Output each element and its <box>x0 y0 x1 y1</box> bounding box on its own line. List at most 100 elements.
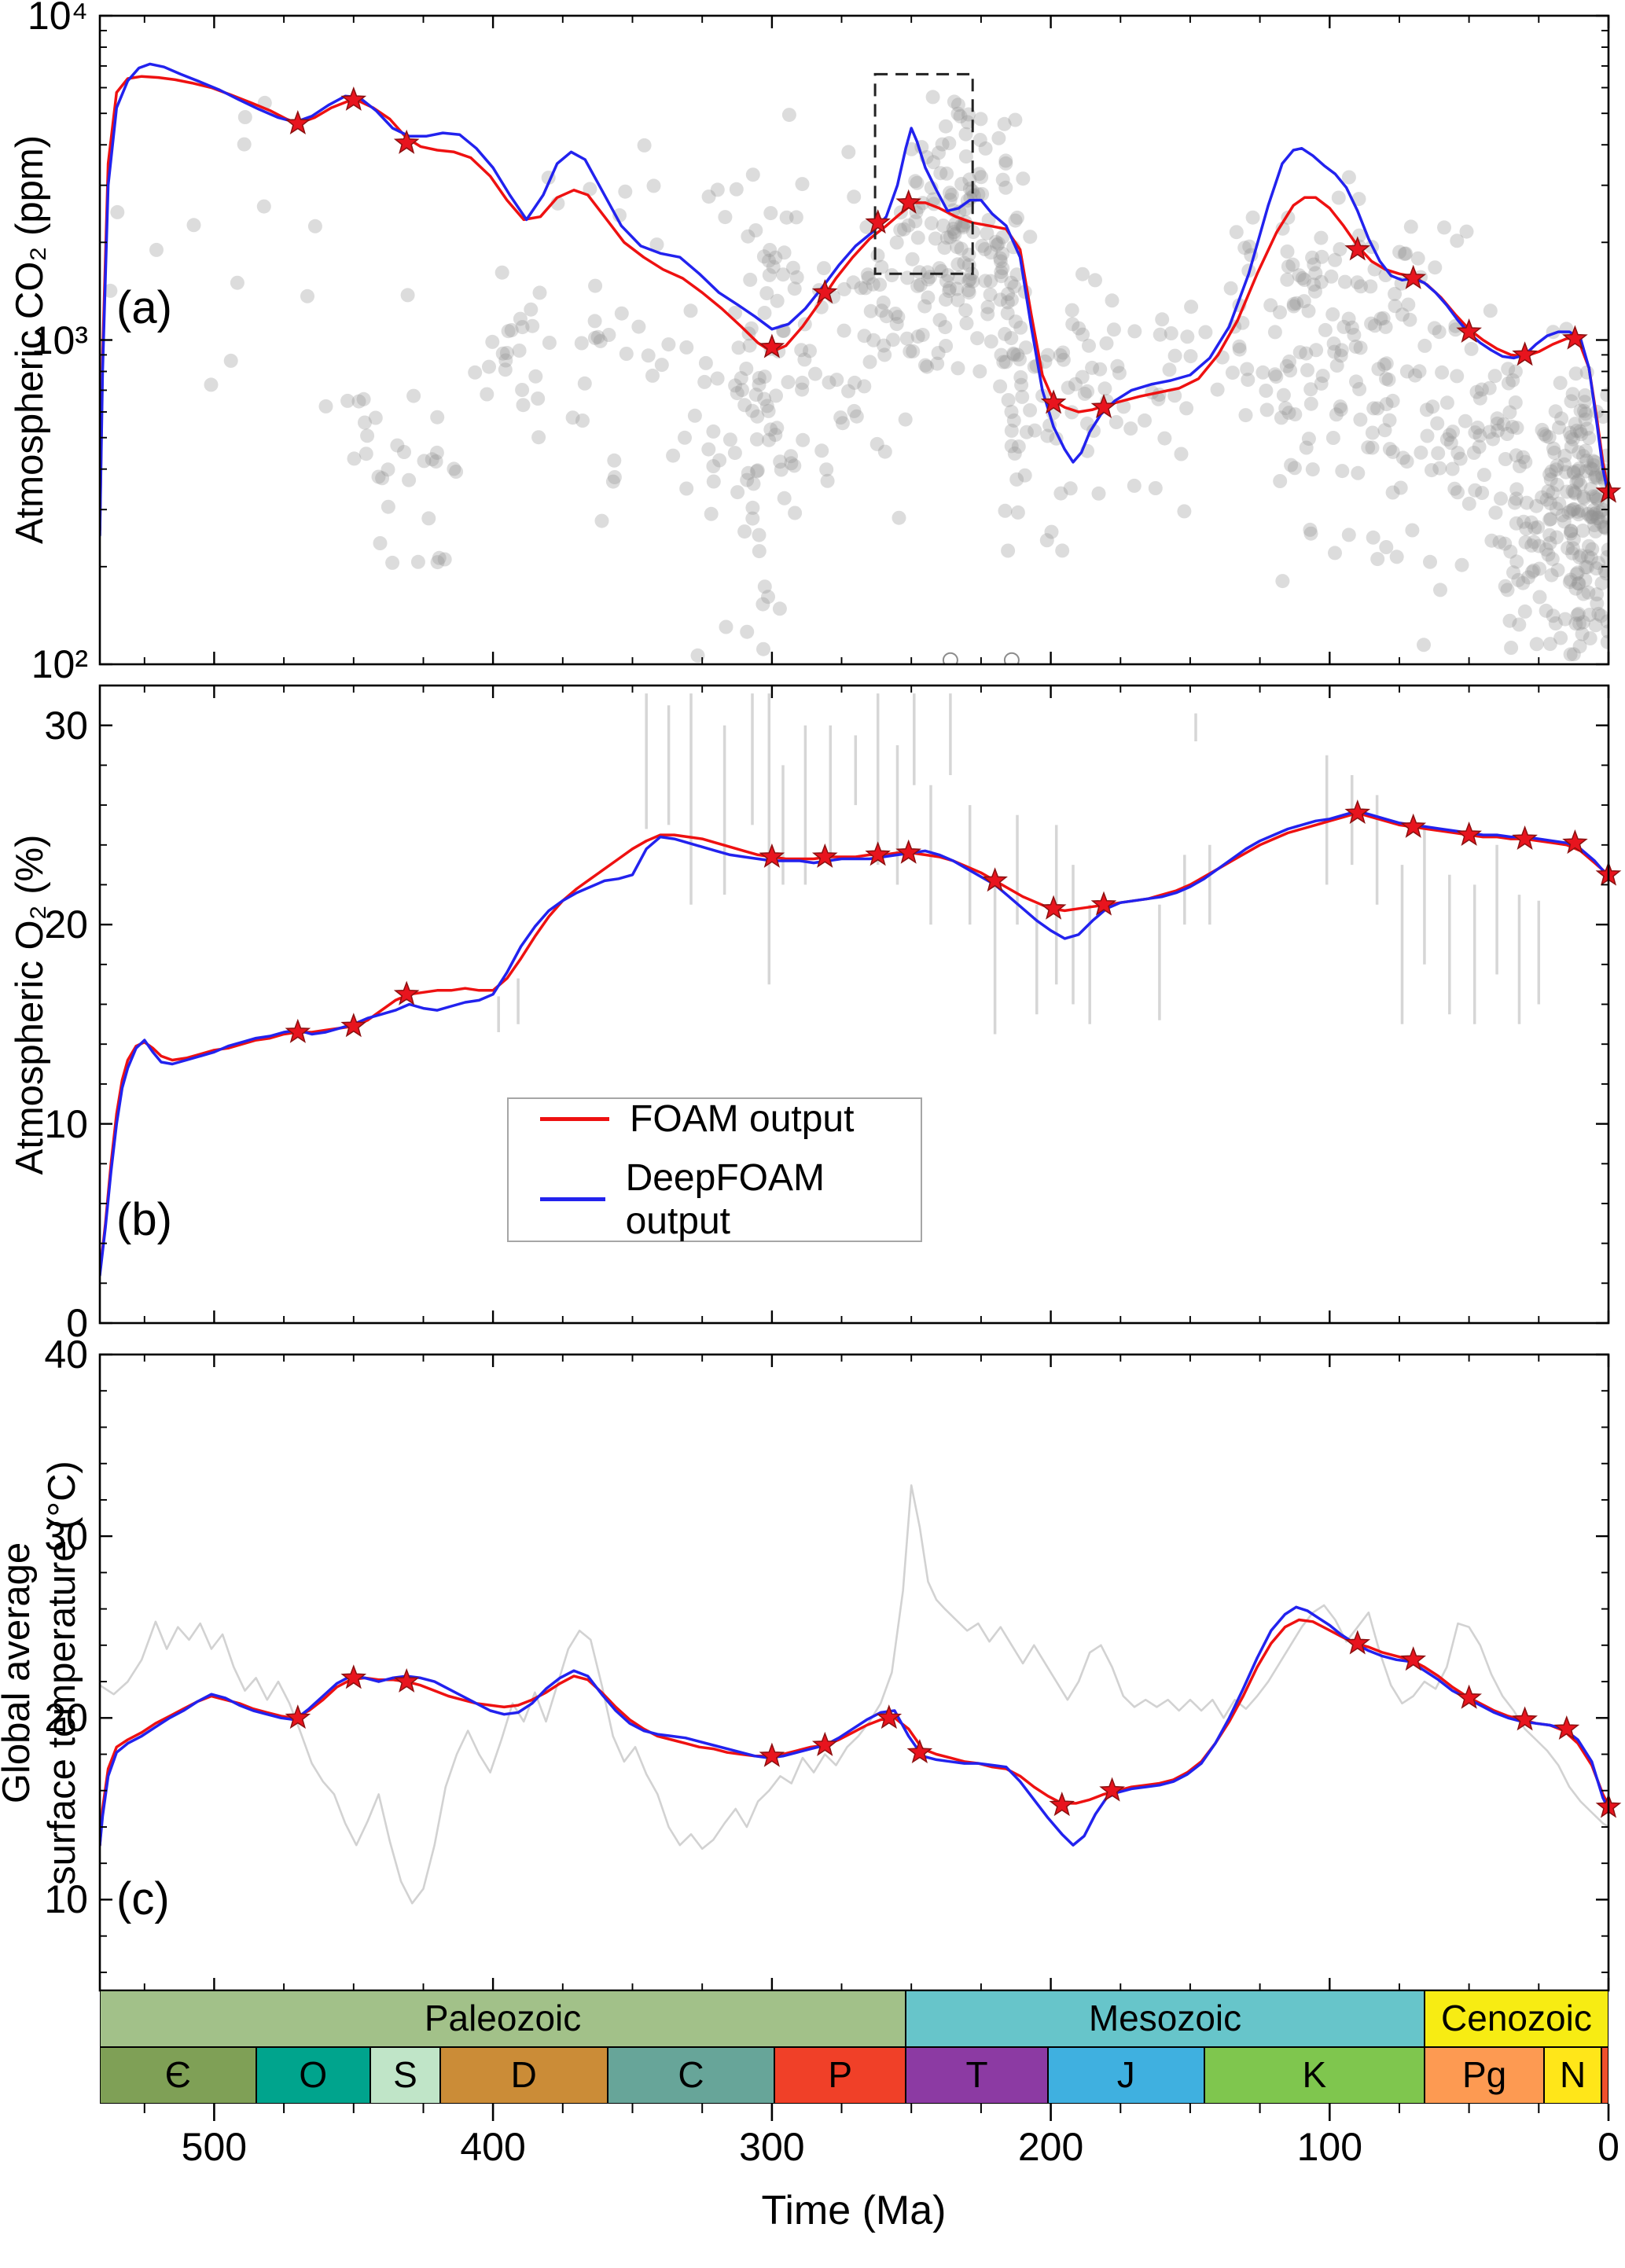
proxy-co2-point <box>718 210 733 225</box>
proxy-co2-point <box>921 290 936 305</box>
proxy-co2-point <box>1285 257 1300 272</box>
proxy-co2-point <box>912 265 927 280</box>
proxy-co2-point <box>761 403 776 418</box>
proxy-co2-point <box>1576 586 1591 601</box>
period-neogene: N <box>1544 2047 1601 2104</box>
proxy-co2-point <box>779 210 794 225</box>
proxy-co2-point <box>1472 391 1487 406</box>
proxy-co2-point <box>960 115 975 130</box>
foam-output-line-c <box>100 1618 1608 1847</box>
proxy-co2-point <box>1286 296 1301 311</box>
proxy-co2-point <box>1594 608 1608 623</box>
proxy-co2-point <box>351 394 366 409</box>
proxy-co2-point <box>752 370 767 385</box>
proxy-co2-point <box>1427 321 1442 336</box>
proxy-co2-point <box>1587 518 1602 532</box>
proxy-co2-point <box>710 182 725 197</box>
star-marker-a <box>895 189 921 214</box>
proxy-co2-point <box>1232 339 1247 354</box>
proxy-co2-point <box>759 286 774 300</box>
proxy-co2-point <box>1541 484 1556 498</box>
star-marker-b <box>393 980 420 1005</box>
proxy-co2-point <box>1590 587 1605 602</box>
proxy-co2-point <box>745 403 760 418</box>
proxy-co2-point <box>1564 524 1579 539</box>
proxy-co2-point <box>1486 432 1500 447</box>
proxy-co2-point <box>956 220 971 235</box>
proxy-co2-point <box>1570 608 1585 623</box>
proxy-co2-point <box>1544 464 1559 479</box>
proxy-temperature-line <box>100 1484 1608 1905</box>
proxy-co2-point <box>950 240 965 255</box>
proxy-co2-point <box>737 398 752 413</box>
proxy-co2-point <box>1508 395 1523 410</box>
proxy-co2-point <box>730 485 745 500</box>
proxy-co2-point <box>1299 346 1314 361</box>
proxy-co2-point <box>1509 482 1524 497</box>
proxy-co2-point <box>531 391 546 406</box>
proxy-co2-point <box>975 186 990 201</box>
proxy-co2-point <box>1425 463 1439 478</box>
proxy-co2-point <box>1587 470 1602 485</box>
proxy-co2-point <box>943 186 957 200</box>
proxy-co2-point <box>908 174 923 189</box>
proxy-co2-point <box>1314 376 1329 391</box>
proxy-co2-point <box>1526 563 1541 578</box>
proxy-co2-point <box>1403 219 1418 234</box>
proxy-co2-point <box>1279 358 1294 373</box>
proxy-co2-point <box>817 261 831 276</box>
proxy-co2-point <box>1267 325 1282 340</box>
proxy-co2-point <box>1077 386 1092 401</box>
proxy-co2-point <box>1004 404 1019 419</box>
proxy-co2-point <box>375 471 390 486</box>
proxy-co2-point <box>759 399 774 414</box>
proxy-co2-point <box>1412 364 1427 379</box>
proxy-co2-point <box>340 393 355 408</box>
proxy-co2-point <box>836 323 851 338</box>
proxy-co2-point <box>993 251 1008 266</box>
proxy-co2-point <box>710 371 725 386</box>
proxy-co2-point <box>1568 366 1583 381</box>
proxy-co2-point <box>1014 377 1029 392</box>
proxy-co2-point <box>921 272 936 287</box>
proxy-co2-point <box>574 336 589 351</box>
period-cambrian: Є <box>100 2047 256 2104</box>
proxy-co2-point <box>1299 440 1314 455</box>
proxy-co2-point <box>110 204 125 219</box>
proxy-co2-point <box>1296 294 1311 309</box>
proxy-co2-point <box>1167 348 1182 363</box>
proxy-co2-point <box>1567 485 1582 500</box>
proxy-co2-point <box>1505 419 1520 434</box>
proxy-co2-point <box>1542 527 1557 542</box>
legend: FOAM output DeepFOAM output <box>507 1097 922 1242</box>
proxy-co2-point <box>1164 326 1178 340</box>
proxy-co2-point <box>1593 505 1608 520</box>
proxy-co2-point <box>1597 520 1608 535</box>
proxy-co2-point <box>1568 417 1583 432</box>
proxy-co2-point <box>1542 430 1557 445</box>
proxy-co2-point <box>373 536 388 550</box>
proxy-co2-point <box>1053 486 1068 501</box>
proxy-co2-point <box>980 300 995 314</box>
proxy-co2-point <box>928 231 943 246</box>
panel-border-c <box>98 1353 1610 1992</box>
proxy-co2-point <box>874 259 889 274</box>
proxy-co2-point <box>1281 406 1296 421</box>
proxy-co2-point <box>1044 524 1059 539</box>
proxy-co2-point <box>588 278 603 293</box>
period-paleogene: Pg <box>1424 2047 1545 2104</box>
y-tick-label-c: 10 <box>44 1877 88 1922</box>
proxy-co2-point <box>1472 428 1487 443</box>
proxy-co2-point <box>776 267 791 282</box>
proxy-co2-point <box>972 167 987 182</box>
proxy-co2-point <box>1564 524 1579 539</box>
proxy-co2-point <box>1562 425 1577 440</box>
proxy-co2-point <box>752 377 767 392</box>
proxy-co2-point <box>1464 341 1479 356</box>
proxy-co2-point <box>637 138 652 153</box>
proxy-co2-point <box>936 219 950 233</box>
proxy-co2-point <box>973 112 988 127</box>
proxy-co2-point <box>1366 401 1381 416</box>
proxy-co2-point <box>449 465 464 479</box>
proxy-co2-point <box>820 473 835 488</box>
